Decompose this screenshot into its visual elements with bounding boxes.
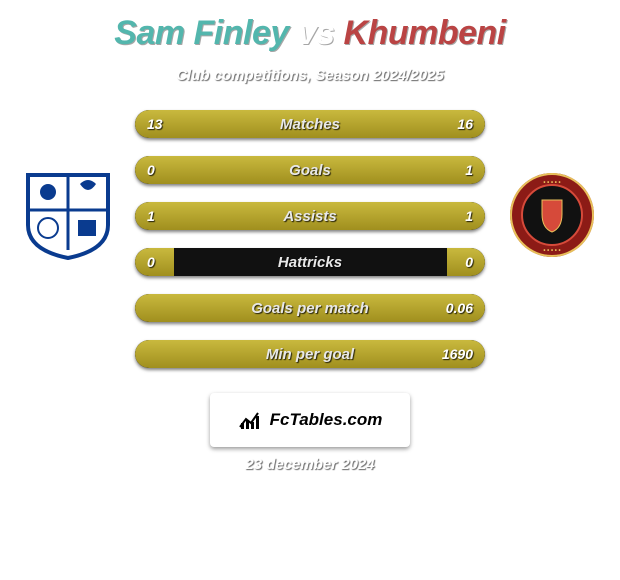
- stat-label: Matches: [135, 110, 485, 138]
- stat-row: Goals per match 0.06: [135, 294, 485, 322]
- right-player-silhouette: [500, 128, 620, 168]
- ellipse-shape: [0, 138, 120, 158]
- stat-value-right: 1: [465, 156, 473, 184]
- left-club-crest: [18, 170, 118, 260]
- right-club-crest: • • • • • • • • • •: [502, 170, 602, 260]
- subtitle: Club competitions, Season 2024/2025: [0, 67, 620, 84]
- footer-date: 23 december 2024: [0, 456, 620, 473]
- source-badge[interactable]: FcTables.com: [210, 393, 410, 447]
- stat-label: Goals per match: [135, 294, 485, 322]
- ellipse-shape: [500, 138, 620, 158]
- player1-name: Sam Finley: [114, 14, 289, 52]
- comparison-card: Sam Finley vs Khumbeni Club competitions…: [0, 0, 620, 580]
- stat-label: Hattricks: [135, 248, 485, 276]
- svg-text:• • • • •: • • • • •: [543, 248, 560, 254]
- player2-name: Khumbeni: [344, 14, 506, 52]
- stat-value-right: 16: [457, 110, 473, 138]
- svg-text:• • • • •: • • • • •: [543, 180, 560, 186]
- stat-rows: 13 Matches 16 0 Goals 1 1 Assists 1: [135, 110, 485, 386]
- stat-label: Goals: [135, 156, 485, 184]
- shield-icon: [18, 170, 118, 260]
- stat-value-right: 1690: [442, 340, 473, 368]
- stat-row: 1 Assists 1: [135, 202, 485, 230]
- stat-label: Min per goal: [135, 340, 485, 368]
- stat-value-right: 0: [465, 248, 473, 276]
- stat-row: 0 Goals 1: [135, 156, 485, 184]
- left-player-silhouette: [0, 128, 120, 168]
- stat-row: 13 Matches 16: [135, 110, 485, 138]
- stat-value-right: 1: [465, 202, 473, 230]
- stat-row: Min per goal 1690: [135, 340, 485, 368]
- stat-value-right: 0.06: [446, 294, 473, 322]
- stat-label: Assists: [135, 202, 485, 230]
- page-title: Sam Finley vs Khumbeni: [0, 14, 620, 53]
- source-name: FcTables.com: [270, 410, 383, 430]
- chart-icon: [238, 409, 264, 431]
- stat-row: 0 Hattricks 0: [135, 248, 485, 276]
- vs-label: vs: [298, 14, 335, 52]
- round-badge-icon: • • • • • • • • • •: [502, 170, 602, 260]
